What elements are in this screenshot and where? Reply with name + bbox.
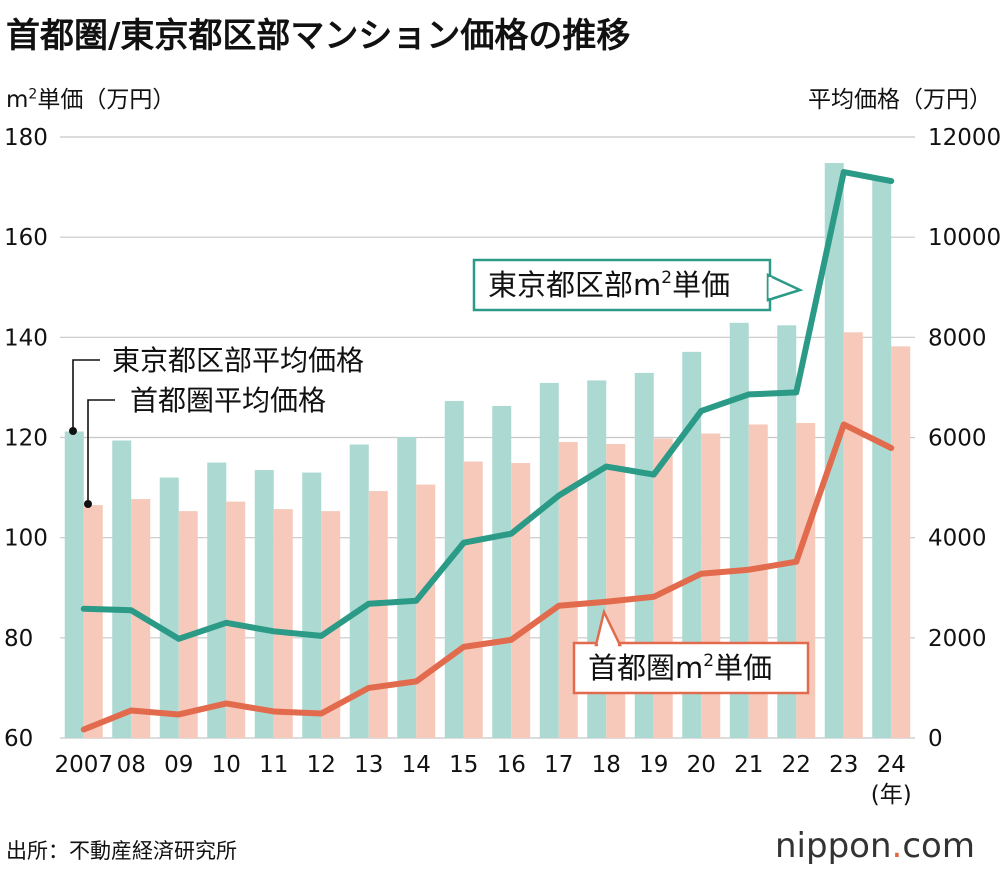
bar-tokyo-avg [539, 382, 559, 738]
x-tick-label: 21 [734, 752, 763, 778]
bar-tokyo-avg [64, 431, 84, 738]
bar-tokyo-avg [159, 477, 179, 738]
x-tick-label: 15 [449, 752, 478, 778]
bar-shutoken-avg [463, 461, 483, 738]
bar-tokyo-avg [777, 325, 797, 738]
bar-tokyo-avg [207, 462, 227, 738]
right-tick-label: 2000 [928, 626, 987, 652]
x-tick-label: 09 [164, 752, 193, 778]
x-unit-label: (年) [871, 782, 912, 808]
bar-shutoken-avg [178, 511, 198, 738]
legend-callout-shutoken-unit-box [572, 641, 810, 695]
legend-callout-shutoken-unit: 首都圏m2単価 [572, 608, 810, 695]
legend-callout-tokyo-unit: 東京都区部m2単価 [472, 258, 804, 312]
left-axis-label-rest: 単価（万円） [37, 87, 176, 113]
x-tick-label: 23 [829, 752, 858, 778]
x-tick-label: 20 [687, 752, 716, 778]
left-axis-label-main: m [6, 87, 29, 113]
brand-logo: nippon.com [775, 826, 975, 866]
x-tick-label: 10 [212, 752, 241, 778]
line-shutoken-unit-price [80, 421, 895, 733]
legend-callout-shutoken-unit-label-main: 首都圏m [588, 651, 703, 685]
left-axis-label: m2単価（万円） [6, 80, 175, 114]
bar-tokyo-avg [682, 351, 702, 738]
bar-tokyo-avg [302, 472, 322, 738]
left-tick-label: 160 [4, 225, 48, 251]
legend-callout-shutoken-unit-label: 首都圏m2単価 [588, 651, 772, 685]
legend-label-shutoken-avg: 首都圏平均価格 [130, 384, 326, 417]
right-tick-label: 10000 [928, 225, 1000, 251]
x-tick-label: 14 [402, 752, 431, 778]
left-tick-label: 80 [4, 626, 33, 652]
right-tick-label: 12000 [928, 125, 1000, 151]
x-tick-label: 11 [259, 752, 288, 778]
right-axis-label: 平均価格（万円） [808, 87, 992, 113]
right-tick-label: 6000 [928, 426, 987, 452]
x-tick-label: 08 [117, 752, 146, 778]
brand-suffix: com [902, 826, 975, 866]
bar-tokyo-avg [397, 436, 417, 738]
left-tick-label: 100 [4, 526, 48, 552]
bar-shutoken-avg [891, 346, 911, 738]
bar-shutoken-avg [273, 509, 293, 738]
bar-shutoken-avg [843, 332, 863, 738]
x-tick-label: 12 [307, 752, 336, 778]
x-tick-label: 16 [497, 752, 526, 778]
legend-callout-shutoken-unit-label-sup: 2 [703, 651, 714, 671]
x-tick-label: 18 [592, 752, 621, 778]
x-tick-label: 24 [877, 752, 906, 778]
left-tick-label: 180 [4, 125, 48, 151]
bar-tokyo-avg [349, 444, 369, 738]
bar-shutoken-avg [226, 501, 246, 738]
left-axis-label-sup: 2 [28, 86, 38, 103]
x-tick-label: 17 [544, 752, 573, 778]
right-tick-label: 4000 [928, 526, 987, 552]
legend-label-tokyo-avg: 東京都区部平均価格 [112, 344, 364, 377]
legend-callout-tokyo-unit-label-sup: 2 [661, 268, 672, 288]
left-tick-label: 60 [4, 726, 33, 752]
source-note: 出所：不動産経済研究所 [6, 839, 237, 863]
bar-tokyo-avg [872, 178, 892, 738]
right-tick-label: 8000 [928, 325, 987, 351]
x-tick-label: 13 [354, 752, 383, 778]
legend-callout-tokyo-unit-label-rest: 単価 [672, 268, 730, 302]
bar-shutoken-avg [321, 511, 341, 738]
bar-shutoken-avg [416, 484, 436, 738]
legend-callout-tokyo-unit-pointer [766, 273, 804, 302]
legend-callout-tokyo-unit-label: 東京都区部m2単価 [488, 268, 730, 302]
bar-shutoken-avg [368, 491, 388, 738]
bar-tokyo-avg [729, 322, 749, 738]
legend-callout-shutoken-unit-label-rest: 単価 [714, 651, 772, 685]
bar-shutoken-avg [511, 463, 531, 738]
x-tick-label: 22 [782, 752, 811, 778]
bar-tokyo-avg [254, 470, 274, 738]
right-tick-label: 0 [928, 726, 943, 752]
x-tick-label: 2007 [54, 752, 113, 778]
legend-leader-shutoken-avg [87, 399, 115, 504]
left-tick-label: 120 [4, 426, 48, 452]
x-tick-label: 19 [639, 752, 668, 778]
bar-shutoken-avg [83, 505, 103, 738]
chart-title: 首都圏/東京都区部マンション価格の推移 [6, 16, 631, 56]
bar-tokyo-avg [444, 400, 464, 738]
brand-dot: . [891, 826, 903, 866]
legend-callout-tokyo-unit-label-main: 東京都区部m [488, 268, 661, 302]
legend-leader-tokyo-avg [72, 359, 100, 431]
brand-name: nippon [775, 826, 892, 866]
line-tokyo-unit-price [80, 169, 895, 642]
bar-tokyo-avg [112, 440, 132, 738]
left-tick-label: 140 [4, 325, 48, 351]
bar-tokyo-avg [492, 405, 512, 738]
